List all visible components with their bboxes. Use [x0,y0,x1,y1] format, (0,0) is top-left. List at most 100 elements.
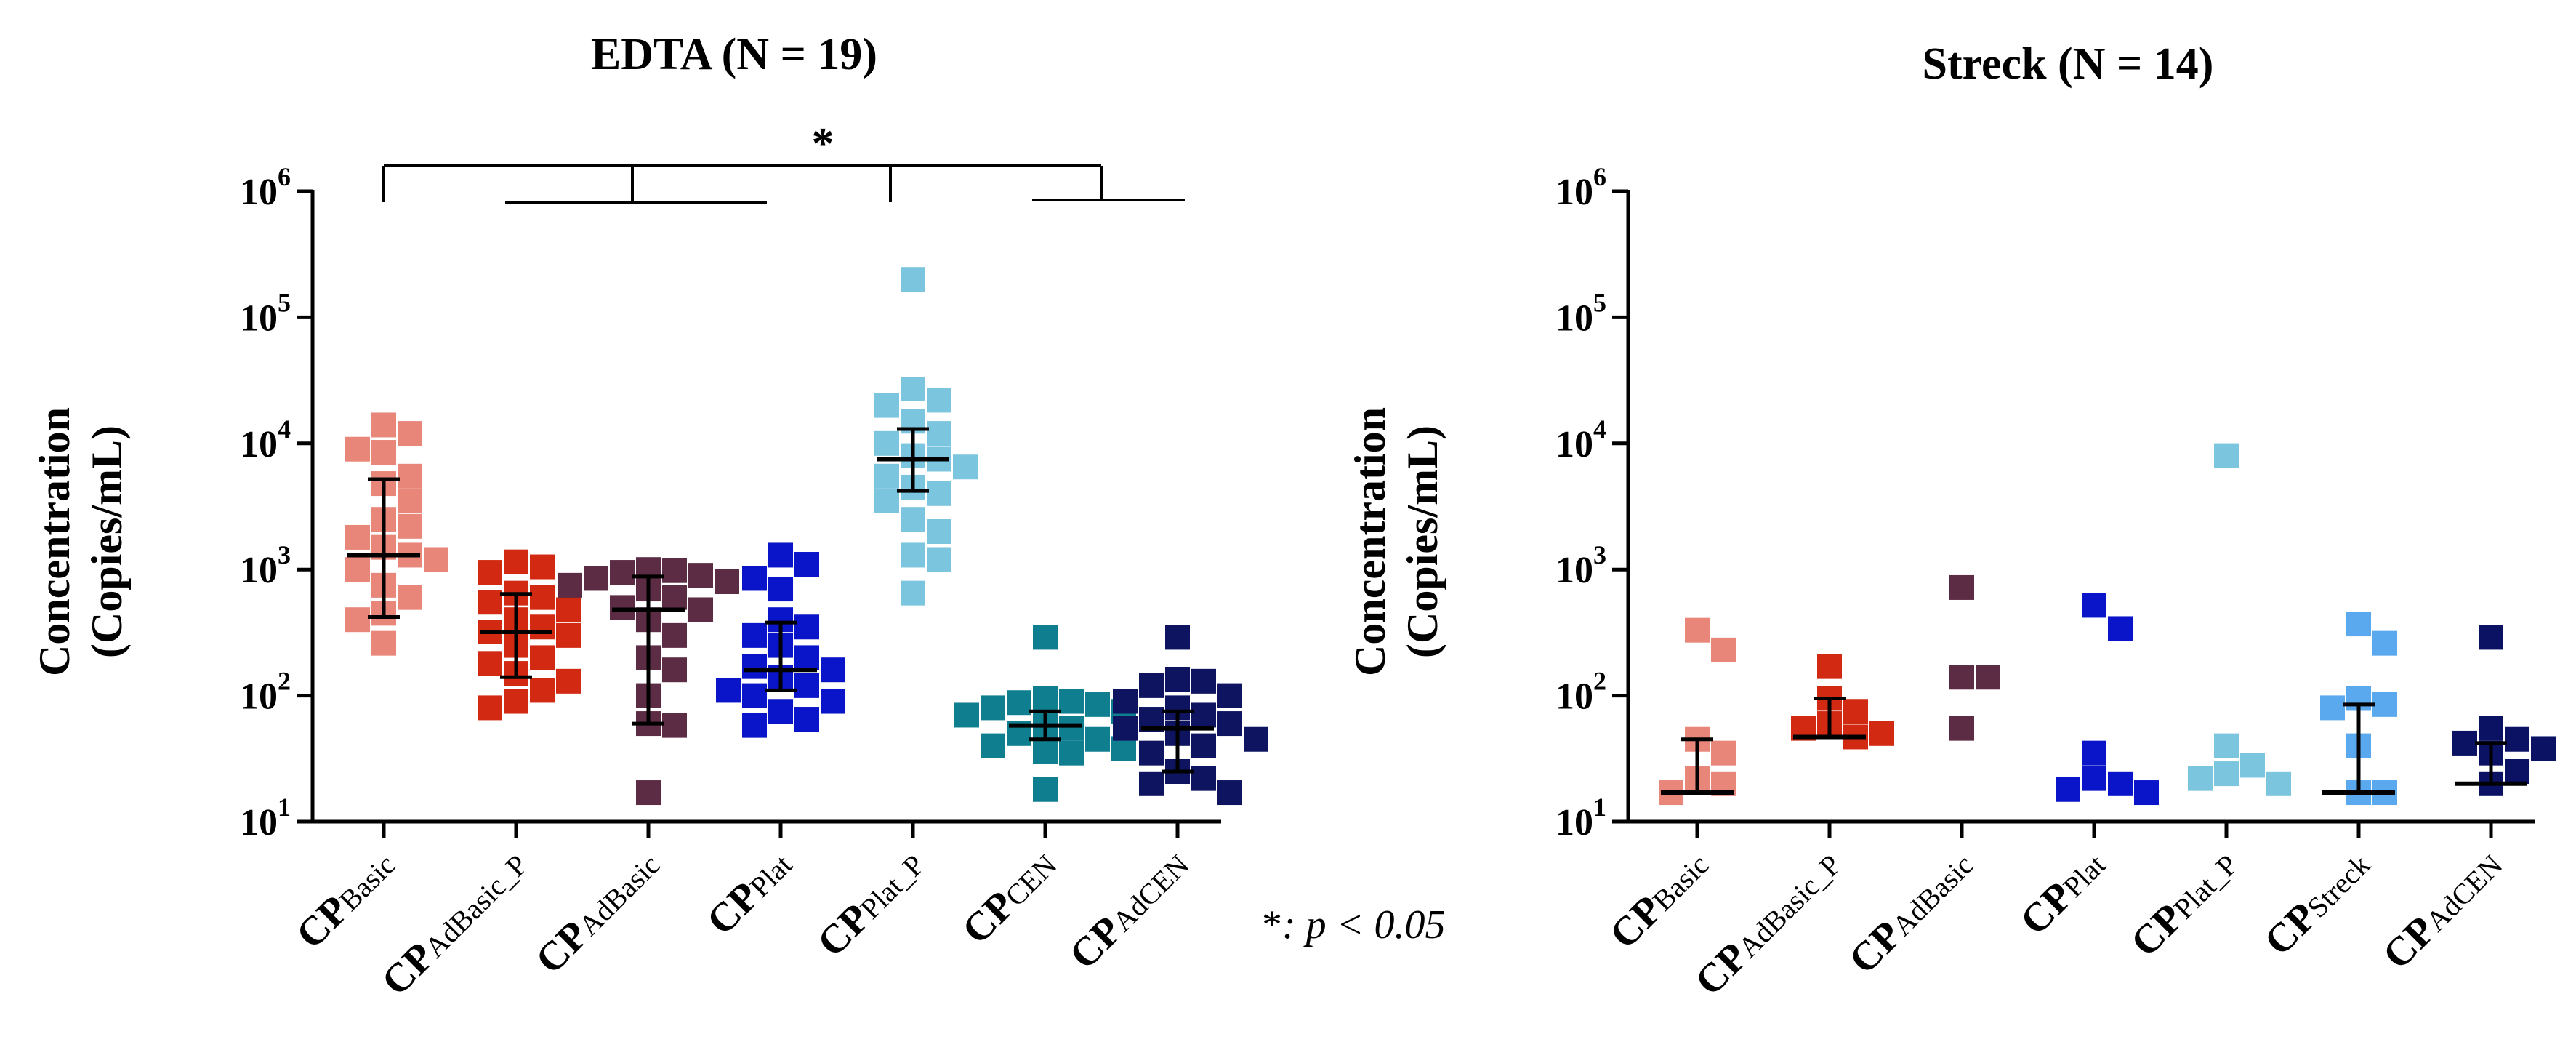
edta-data-point [1033,686,1058,711]
edta-title: EDTA (N = 19) [591,30,877,79]
tick-base: 10 [1555,172,1593,213]
edta-data-point [954,702,979,728]
edta-data-point [1191,668,1216,694]
edta-data-point [1059,716,1084,741]
category-subscript: Plat_P [854,849,931,926]
edta-data-point [1139,673,1164,698]
edta-data-point [794,707,819,732]
edta-data-point [1139,771,1164,796]
edta-category-label: CPPlat_P [809,841,933,966]
streck-data-point [1817,654,1842,679]
edta-data-point [530,645,555,670]
edta-data-point [901,507,925,532]
tick-exponent: 5 [278,288,291,317]
edta-category-label: CPAdBasic [527,841,668,982]
edta-data-point [610,560,635,585]
streck-data-point [1949,716,1974,741]
edta-data-point [981,733,1005,758]
tick-exponent: 3 [278,540,291,569]
edta-y-tick-label: 102 [240,667,291,718]
tick-exponent: 4 [278,414,291,444]
streck-series-adcen: CPAdCEN [2374,625,2556,978]
streck-data-point [2346,612,2371,637]
edta-data-point [1244,726,1268,752]
category-subscript: AdBasic_P [418,849,534,964]
edta-category-label: CPAdCEN [1060,841,1197,978]
edta-data-point [530,554,555,580]
streck-data-point [2266,771,2291,796]
streck-data-point [2479,716,2503,741]
edta-data-point [901,542,925,568]
streck-series-plat: CPPlat [2012,593,2159,944]
edta-data-point [1059,689,1084,714]
edta-data-point [874,430,899,456]
edta-data-point [768,577,793,602]
streck-y-tick-label: 104 [1555,414,1606,465]
tick-base: 10 [240,424,278,465]
edta-data-point [1165,625,1190,650]
tick-base: 10 [1555,676,1593,718]
streck-data-point [2320,695,2345,721]
streck-category-label: CPStreck [2255,841,2378,964]
edta-y-tick-label: 105 [240,288,291,339]
tick-base: 10 [240,172,278,213]
edta-data-point [398,463,422,489]
edta-data-point [530,614,555,640]
edta-data-point [768,699,793,724]
edta-data-point [662,657,687,683]
tick-base: 10 [240,676,278,718]
edta-data-point [398,421,422,446]
streck-y-tick-label: 102 [1555,667,1606,718]
edta-data-point [688,597,713,622]
streck-title: Streck (N = 14) [1923,39,2214,89]
edta-data-point [1191,733,1216,758]
edta-data-point [821,657,845,683]
streck-series-adbasic: CPAdBasic [1840,574,2000,982]
edta-data-point [345,607,370,633]
edta-category-label: CPCEN [954,841,1065,953]
streck-data-point [1685,617,1710,643]
streck-y-tick-label: 103 [1555,540,1606,591]
edta-data-point [662,713,687,738]
edta-data-point [610,595,635,620]
streck-y-tick-label: 106 [1555,162,1606,213]
edta-data-point [636,780,661,806]
edta-data-point [1113,716,1138,741]
category-subscript: AdCEN [1106,849,1195,938]
tick-exponent: 3 [1593,540,1606,569]
edta-data-point [794,673,819,698]
edta-data-point [794,614,819,640]
streck-data-point [2108,771,2133,796]
edta-data-point [901,377,925,402]
edta-data-point [556,597,581,622]
edta-data-point [1217,683,1242,708]
tick-base: 10 [240,802,278,843]
edta-data-point [1191,702,1216,728]
tick-exponent: 2 [1593,667,1606,696]
tick-base: 10 [240,550,278,591]
edta-data-point [398,585,422,610]
edta-data-point [398,513,422,539]
edta-data-point [556,668,581,694]
edta-data-point [953,454,978,480]
tick-base: 10 [1555,550,1593,591]
edta-data-point [584,566,608,591]
edta-data-point [424,547,448,572]
edta-y-tick-label: 104 [240,414,291,465]
edta-data-point [874,393,899,418]
edta-data-point [901,267,925,292]
edta-data-point [1007,690,1031,716]
streck-data-point [2505,726,2529,752]
svg-text:*: p < 0.05: *: p < 0.05 [1262,902,1445,947]
category-subscript: Streck [2301,849,2376,924]
edta-data-point [716,678,741,703]
edta-data-point [742,622,767,648]
streck-category-label: CPAdCEN [2374,841,2511,978]
edta-data-point [742,654,767,679]
tick-base: 10 [240,297,278,339]
tick-base: 10 [1555,802,1593,843]
edta-data-point [794,645,819,670]
streck-data-point [1843,699,1868,724]
edta-data-point [1217,711,1242,737]
